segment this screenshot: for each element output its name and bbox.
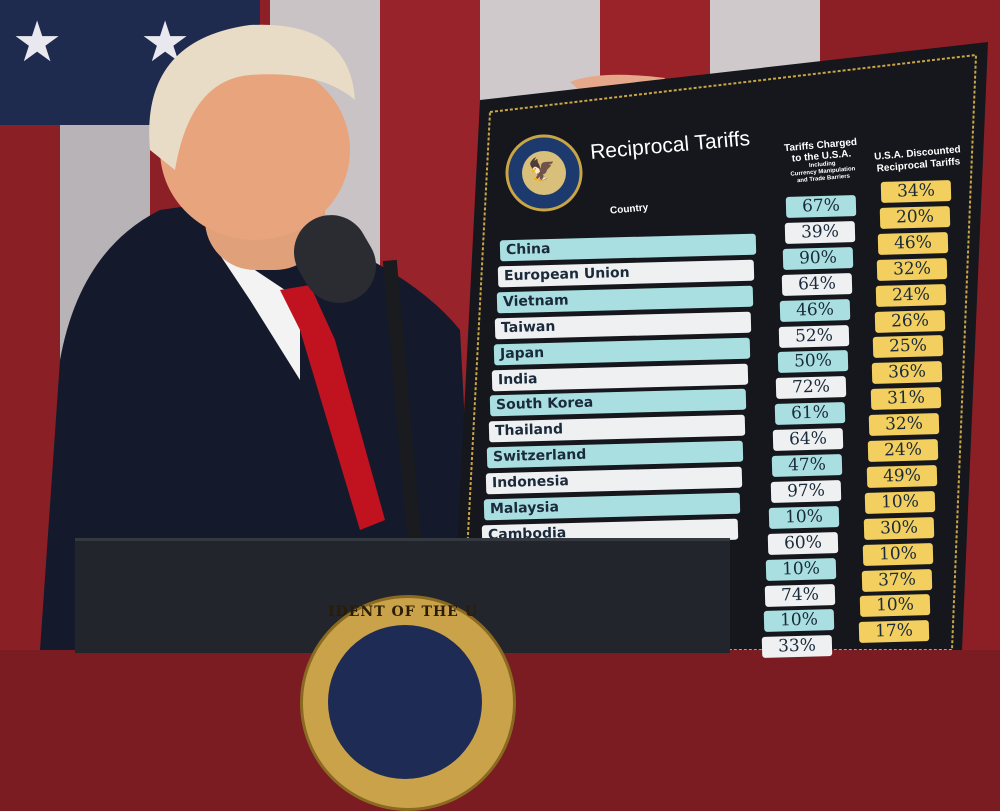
charged-value: 64% xyxy=(773,428,844,452)
charged-value: 10% xyxy=(766,557,837,581)
speaker-figure xyxy=(40,24,665,650)
discounted-value: 32% xyxy=(876,257,948,281)
charged-value: 72% xyxy=(775,376,847,400)
charged-value: 67% xyxy=(785,195,857,218)
discounted-value: 10% xyxy=(865,490,936,514)
charged-value: 74% xyxy=(764,583,836,607)
charged-value: 10% xyxy=(763,609,834,633)
discounted-value: 30% xyxy=(863,516,935,540)
discounted-value: 24% xyxy=(867,439,939,462)
discounted-value: 46% xyxy=(878,231,949,255)
charged-value: 50% xyxy=(777,350,848,374)
discounted-value: 10% xyxy=(862,542,934,566)
charged-value: 46% xyxy=(780,298,851,322)
podium-seal-text: IDENT OF THE U xyxy=(328,604,478,620)
charged-header: Tariffs Charged to the U.S.A. Including … xyxy=(778,136,865,186)
discounted-value: 31% xyxy=(870,387,941,411)
discounted-value: 25% xyxy=(872,335,944,359)
star-icon: ★ xyxy=(12,10,63,75)
discounted-value: 20% xyxy=(879,205,950,229)
discounted-value: 49% xyxy=(866,464,937,488)
discounted-value: 36% xyxy=(871,361,943,385)
discounted-value: 26% xyxy=(874,309,945,333)
charged-value: 10% xyxy=(768,505,840,529)
podium-seal-inner xyxy=(328,625,482,779)
charged-value: 47% xyxy=(771,454,843,477)
discounted-value: 17% xyxy=(858,620,930,644)
discounted-value: 37% xyxy=(861,568,932,592)
discounted-value: 24% xyxy=(875,283,947,307)
charged-value: 64% xyxy=(781,272,853,296)
board-seal: 🦅 xyxy=(528,158,556,183)
charged-value: 90% xyxy=(782,246,854,270)
discounted-value: 34% xyxy=(880,180,952,203)
charged-value: 52% xyxy=(778,324,850,348)
charged-value: 97% xyxy=(770,479,841,503)
discounted-value: 32% xyxy=(869,413,940,437)
charged-value: 60% xyxy=(767,531,839,555)
discounted-value: 10% xyxy=(859,594,931,618)
charged-value: 33% xyxy=(761,635,833,659)
charged-value: 61% xyxy=(774,402,846,426)
charged-value: 39% xyxy=(784,220,855,244)
